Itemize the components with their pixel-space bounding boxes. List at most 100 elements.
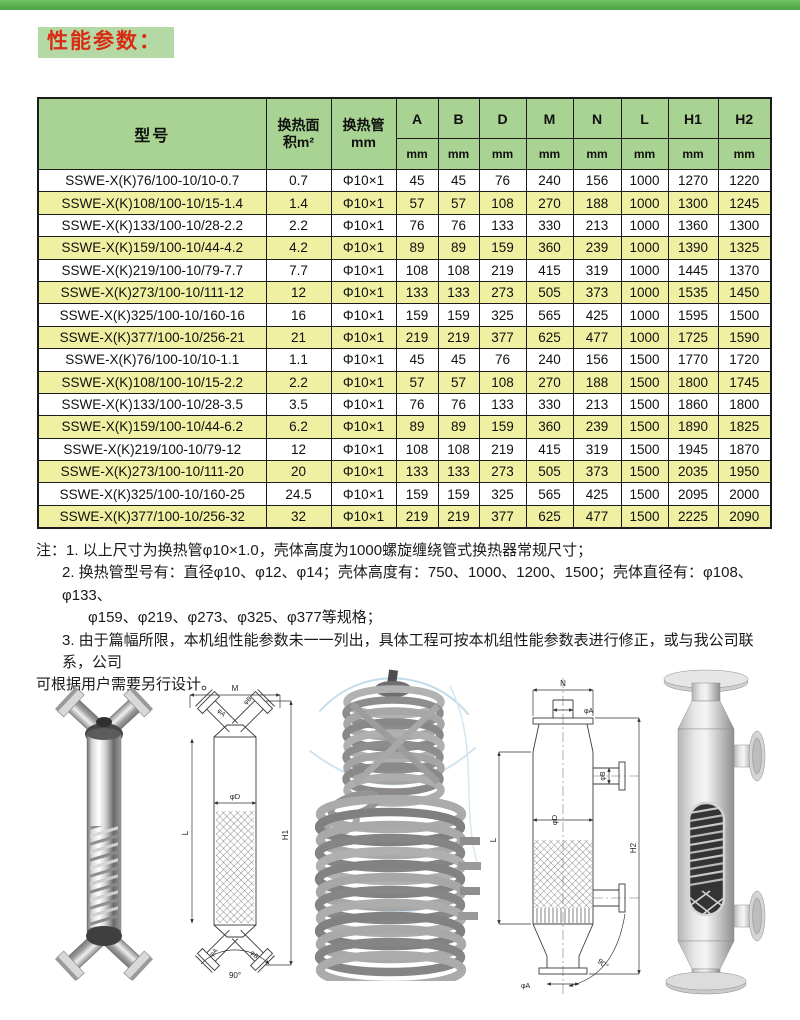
value-cell: 319 bbox=[572, 437, 622, 462]
value-cell: Φ10×1 bbox=[330, 348, 397, 372]
value-cell: 4.2 bbox=[265, 236, 332, 260]
value-cell: 1000 bbox=[620, 258, 669, 282]
exchanger-photo-side-nozzle-svg bbox=[663, 669, 766, 995]
value-cell: Φ10×1 bbox=[330, 370, 397, 394]
value-cell: 1860 bbox=[667, 392, 719, 417]
value-cell: 76 bbox=[395, 213, 439, 238]
value-cell: 425 bbox=[572, 303, 622, 327]
model-cell: SSWE-X(K)76/100-10/10-1.1 bbox=[37, 348, 267, 372]
value-cell: 219 bbox=[437, 325, 480, 350]
header-tube-line2: mm bbox=[351, 134, 376, 150]
value-cell: 1.4 bbox=[265, 191, 332, 215]
value-cell: 213 bbox=[572, 392, 622, 417]
header-dim-h1: H1 bbox=[667, 97, 719, 139]
header-dim-a: A bbox=[395, 97, 439, 139]
value-cell: 1370 bbox=[717, 258, 772, 282]
header-dim-m: M bbox=[525, 97, 574, 139]
value-cell: 213 bbox=[572, 213, 622, 238]
value-cell: 133 bbox=[395, 460, 439, 484]
value-cell: 89 bbox=[437, 236, 480, 260]
exchanger-photo-side-nozzle bbox=[650, 665, 780, 1005]
value-cell: 1300 bbox=[717, 213, 772, 238]
coil-bundle-photo bbox=[300, 656, 485, 990]
value-cell: 1890 bbox=[667, 415, 719, 439]
header-tube: 换热管 mm bbox=[330, 97, 397, 170]
value-cell: 330 bbox=[525, 392, 574, 417]
dim-label-h2: H2 bbox=[629, 842, 638, 853]
value-cell: 1245 bbox=[717, 191, 772, 215]
value-cell: 377 bbox=[478, 504, 527, 529]
header-unit: mm bbox=[437, 138, 480, 170]
value-cell: 156 bbox=[572, 348, 622, 372]
table-row: SSWE-X(K)133/100-10/28-3.5 3.5 Φ10×1 76 76 13… bbox=[37, 392, 772, 417]
model-cell: SSWE-X(K)377/100-10/256-32 bbox=[37, 504, 267, 529]
dimension-labels: N φA φB φD H2 L 90° φA bbox=[489, 679, 638, 990]
header-unit: mm bbox=[667, 138, 719, 170]
header-area-line2: 积m² bbox=[282, 134, 315, 150]
value-cell: Φ10×1 bbox=[330, 280, 397, 305]
value-cell: 159 bbox=[395, 482, 439, 506]
dim-label-a-bottom: φA bbox=[521, 983, 531, 990]
value-cell: 89 bbox=[395, 236, 439, 260]
dim-label-h1: H1 bbox=[281, 829, 290, 840]
dim-label-angle: 90° bbox=[596, 956, 610, 970]
exchanger-photo-x-type-svg bbox=[55, 686, 153, 982]
model-cell: SSWE-X(K)76/100-10/10-0.7 bbox=[37, 168, 267, 193]
value-cell: 108 bbox=[478, 191, 527, 215]
visible-coil bbox=[90, 826, 118, 926]
value-cell: 108 bbox=[478, 370, 527, 394]
model-cell: SSWE-X(K)273/100-10/111-12 bbox=[37, 280, 267, 305]
value-cell: 219 bbox=[437, 504, 480, 529]
value-cell: 159 bbox=[437, 482, 480, 506]
value-cell: 1500 bbox=[620, 415, 669, 439]
value-cell: 325 bbox=[478, 482, 527, 506]
value-cell: 1725 bbox=[667, 325, 719, 350]
header-model: 型号 bbox=[37, 97, 267, 170]
exchanger-drawing-side-nozzle: N φA φB φD H2 L 90° φA bbox=[487, 672, 649, 1007]
value-cell: 21 bbox=[265, 325, 332, 350]
value-cell: 1500 bbox=[620, 460, 669, 484]
dimension-lines bbox=[497, 688, 641, 987]
note-line: 注：1. 以上尺寸为换热管φ10×1.0，壳体高度为1000螺旋缠绕管式换热器常… bbox=[36, 542, 593, 559]
value-cell: Φ10×1 bbox=[330, 258, 397, 282]
value-cell: 1000 bbox=[620, 191, 669, 215]
model-cell: SSWE-X(K)325/100-10/160-25 bbox=[37, 482, 267, 506]
value-cell: 76 bbox=[437, 213, 480, 238]
dim-label-m: M bbox=[232, 684, 239, 693]
header-dim-b: B bbox=[437, 97, 480, 139]
value-cell: 1000 bbox=[620, 213, 669, 238]
value-cell: 76 bbox=[478, 348, 527, 372]
value-cell: 45 bbox=[437, 348, 480, 372]
value-cell: 1800 bbox=[667, 370, 719, 394]
dim-label-b-top: φB bbox=[600, 771, 607, 781]
coil-hatch bbox=[534, 840, 592, 908]
value-cell: 319 bbox=[572, 258, 622, 282]
table-row: SSWE-X(K)219/100-10/79-12 12 Φ10×1 108 108 21… bbox=[37, 437, 772, 462]
value-cell: 89 bbox=[395, 415, 439, 439]
value-cell: 7.7 bbox=[265, 258, 332, 282]
value-cell: 1000 bbox=[620, 236, 669, 260]
top-green-bar bbox=[0, 0, 800, 10]
value-cell: 1825 bbox=[717, 415, 772, 439]
value-cell: 6.2 bbox=[265, 415, 332, 439]
value-cell: 1500 bbox=[717, 303, 772, 327]
value-cell: 159 bbox=[478, 236, 527, 260]
value-cell: 1500 bbox=[620, 370, 669, 394]
value-cell: 108 bbox=[395, 258, 439, 282]
value-cell: 133 bbox=[478, 392, 527, 417]
value-cell: 3.5 bbox=[265, 392, 332, 417]
model-cell: SSWE-X(K)273/100-10/111-20 bbox=[37, 460, 267, 484]
value-cell: 76 bbox=[395, 392, 439, 417]
value-cell: 108 bbox=[437, 258, 480, 282]
value-cell: 360 bbox=[525, 236, 574, 260]
value-cell: 1360 bbox=[667, 213, 719, 238]
dim-label-a-top: φA bbox=[584, 708, 594, 715]
model-cell: SSWE-X(K)159/100-10/44-6.2 bbox=[37, 415, 267, 439]
value-cell: 2.2 bbox=[265, 370, 332, 394]
value-cell: 2095 bbox=[667, 482, 719, 506]
value-cell: 76 bbox=[478, 168, 527, 193]
value-cell: 2000 bbox=[717, 482, 772, 506]
value-cell: 1590 bbox=[717, 325, 772, 350]
value-cell: 1000 bbox=[620, 168, 669, 193]
value-cell: 1000 bbox=[620, 325, 669, 350]
